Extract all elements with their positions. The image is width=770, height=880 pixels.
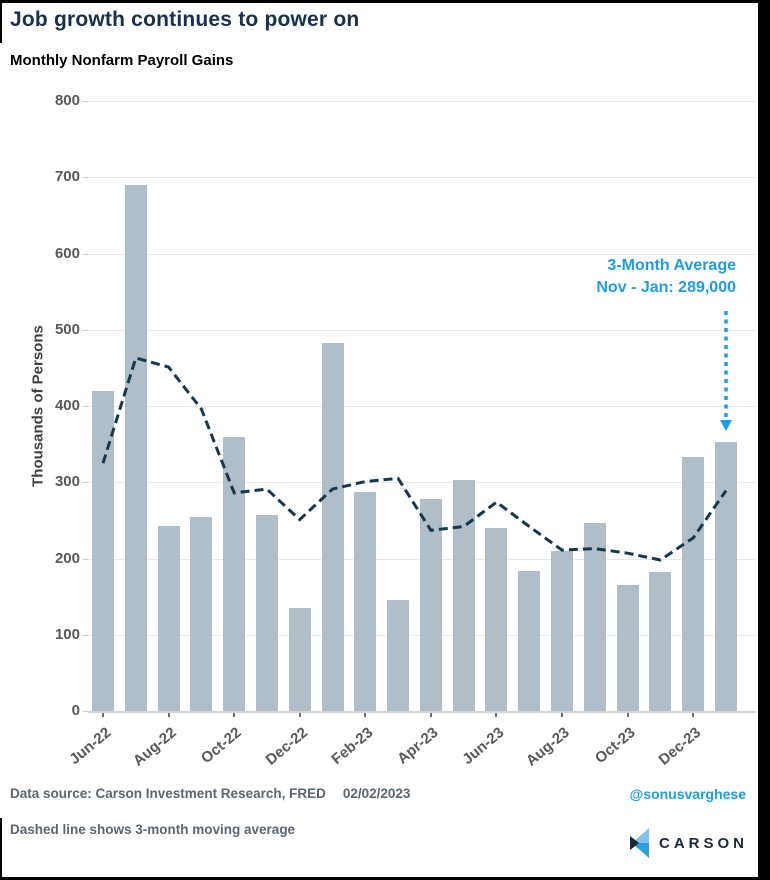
twitter-handle: @sonusvarghese: [629, 786, 746, 802]
x-axis-tick-label: Dec-23: [655, 724, 705, 769]
bar: [92, 390, 114, 711]
x-axis-line: [88, 711, 756, 713]
x-axis-tick-label: Oct-22: [198, 724, 246, 768]
bar: [190, 516, 213, 711]
x-axis-tick: [692, 713, 695, 717]
x-axis-tick-label: Jun-22: [65, 724, 114, 769]
y-axis-tick: [83, 101, 88, 102]
y-axis-tick: [83, 406, 88, 407]
bar: [255, 515, 278, 711]
bar: [124, 184, 147, 711]
carson-logo-text: CARSON: [658, 834, 748, 852]
y-axis-tick-label: 500: [54, 320, 80, 338]
y-axis-tick-label: 600: [54, 244, 80, 262]
y-axis-tick-label: 100: [54, 625, 80, 643]
x-axis-tick-label: Aug-22: [129, 724, 180, 770]
gridline: [88, 101, 756, 102]
y-axis-tick: [83, 177, 88, 179]
bar: [321, 343, 344, 711]
y-axis-tick: [83, 253, 88, 255]
bar: [419, 499, 442, 711]
annotation-line-1: 3-Month Average: [607, 257, 736, 274]
x-axis-tick: [233, 713, 236, 717]
y-axis-tick: [83, 634, 88, 636]
frame-border-left-bottom: [0, 818, 2, 880]
annotation-callout: 3-Month Average Nov - Jan: 289,000: [596, 255, 736, 300]
frame-border-right: [758, 0, 770, 880]
page-title: Job growth continues to power on: [10, 8, 360, 31]
y-axis-tick-label: 0: [71, 702, 80, 719]
x-axis-tick-label: Aug-23: [523, 724, 573, 770]
footer-source-row: Data source: Carson Investment Research,…: [10, 786, 746, 802]
bar: [288, 608, 311, 711]
bar: [223, 436, 246, 711]
x-axis-tick-label: Feb-23: [328, 724, 377, 769]
bar: [649, 572, 672, 711]
y-axis-tick-label: 300: [54, 473, 80, 491]
x-axis-tick: [429, 713, 432, 717]
bar: [354, 492, 377, 711]
frame-border-top: [0, 0, 770, 3]
x-axis-tick: [298, 713, 301, 717]
bar: [452, 479, 475, 711]
bar: [616, 585, 639, 711]
annotation-line-2: Nov - Jan: 289,000: [596, 279, 736, 297]
bar: [157, 526, 180, 711]
y-axis-tick-label: 700: [54, 168, 80, 186]
chart-subtitle: Monthly Nonfarm Payroll Gains: [10, 52, 234, 69]
annotation-arrowhead-icon: [719, 420, 732, 431]
gridline: [88, 177, 756, 179]
x-axis-tick-label: Apr-23: [394, 724, 442, 768]
bar: [485, 528, 508, 711]
bar: [583, 523, 606, 711]
y-axis-tick: [83, 329, 88, 331]
carson-logo-icon: [629, 828, 649, 858]
x-axis-tick-label: Dec-22: [262, 724, 311, 769]
y-axis-tick: [83, 558, 88, 560]
x-axis-tick: [561, 713, 564, 717]
bar: [682, 457, 705, 711]
gridline: [88, 253, 756, 255]
data-source-date: 02/02/2023: [342, 786, 411, 801]
frame-border-left-top: [0, 0, 2, 43]
y-axis-tick: [83, 482, 88, 484]
x-axis-tick-label: Jun-23: [459, 724, 508, 769]
x-axis-tick: [626, 713, 629, 717]
bar: [518, 570, 541, 711]
frame-border-bottom: [0, 877, 770, 880]
x-axis-tick: [167, 713, 170, 717]
footer-note: Dashed line shows 3-month moving average: [10, 822, 296, 837]
x-axis-tick: [364, 713, 367, 717]
bar: [714, 441, 737, 711]
x-axis-tick: [102, 713, 104, 717]
x-axis-tick-label: Oct-23: [591, 724, 639, 768]
y-axis-tick: [83, 711, 88, 712]
data-source-text: Data source: Carson Investment Research,…: [10, 786, 326, 801]
y-axis-tick-label: 400: [54, 397, 80, 414]
carson-logo: CARSON: [629, 828, 748, 858]
bar: [387, 599, 410, 711]
gridline: [88, 329, 756, 331]
y-axis-tick-label: 800: [54, 92, 80, 109]
bar: [551, 550, 574, 711]
x-axis-tick: [495, 713, 498, 717]
y-axis-tick-label: 200: [54, 549, 80, 567]
gridline: [88, 406, 756, 407]
gridline: [88, 482, 756, 484]
